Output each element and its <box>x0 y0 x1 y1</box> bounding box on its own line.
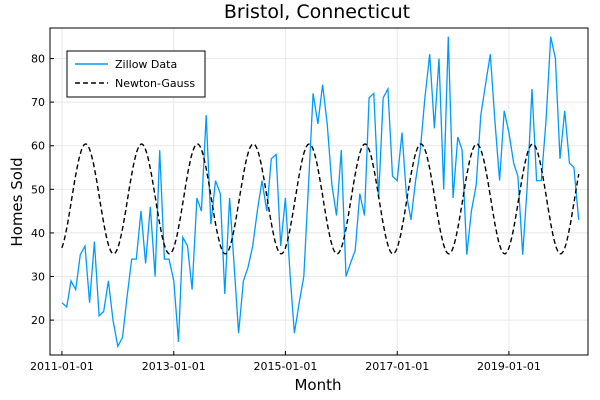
y-tick-label: 50 <box>31 183 45 196</box>
plot-area <box>61 36 580 349</box>
legend-label: Newton-Gauss <box>115 77 195 90</box>
x-tick-label: 2019-01-01 <box>477 360 541 373</box>
y-axis-label: Homes Sold <box>8 157 26 246</box>
y-tick-label: 80 <box>31 53 45 66</box>
legend: Zillow Data Newton-Gauss <box>66 50 206 98</box>
y-tick-label: 30 <box>31 271 45 284</box>
y-tick-label: 60 <box>31 140 45 153</box>
y-tick-label: 70 <box>31 96 45 109</box>
x-axis-label: Month <box>294 376 341 394</box>
chart-title: Bristol, Connecticut <box>224 1 410 23</box>
x-tick-label: 2011-01-01 <box>30 360 94 373</box>
legend-label: Zillow Data <box>115 58 177 71</box>
x-tick-label: 2013-01-01 <box>142 360 206 373</box>
x-tick-label: 2017-01-01 <box>365 360 429 373</box>
series-line-zillow-data <box>61 36 580 349</box>
axis-ticks: 2011-01-01 2013-01-01 2015-01-01 2017-01-01… <box>30 53 541 373</box>
y-tick-label: 40 <box>31 227 45 240</box>
y-tick-label: 20 <box>31 314 45 327</box>
legend-box <box>66 50 206 98</box>
x-tick-label: 2015-01-01 <box>253 360 317 373</box>
plot-frame <box>49 27 589 356</box>
series-line-newton-gauss <box>61 143 580 255</box>
